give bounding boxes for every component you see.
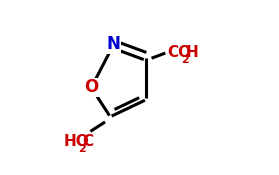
Text: O: O — [84, 79, 98, 96]
Text: HO: HO — [64, 134, 90, 149]
Text: N: N — [107, 36, 121, 53]
Text: 2: 2 — [78, 145, 86, 155]
Text: CO: CO — [167, 45, 191, 60]
Text: 2: 2 — [181, 55, 189, 65]
Text: H: H — [185, 45, 198, 60]
Text: C: C — [82, 134, 93, 149]
